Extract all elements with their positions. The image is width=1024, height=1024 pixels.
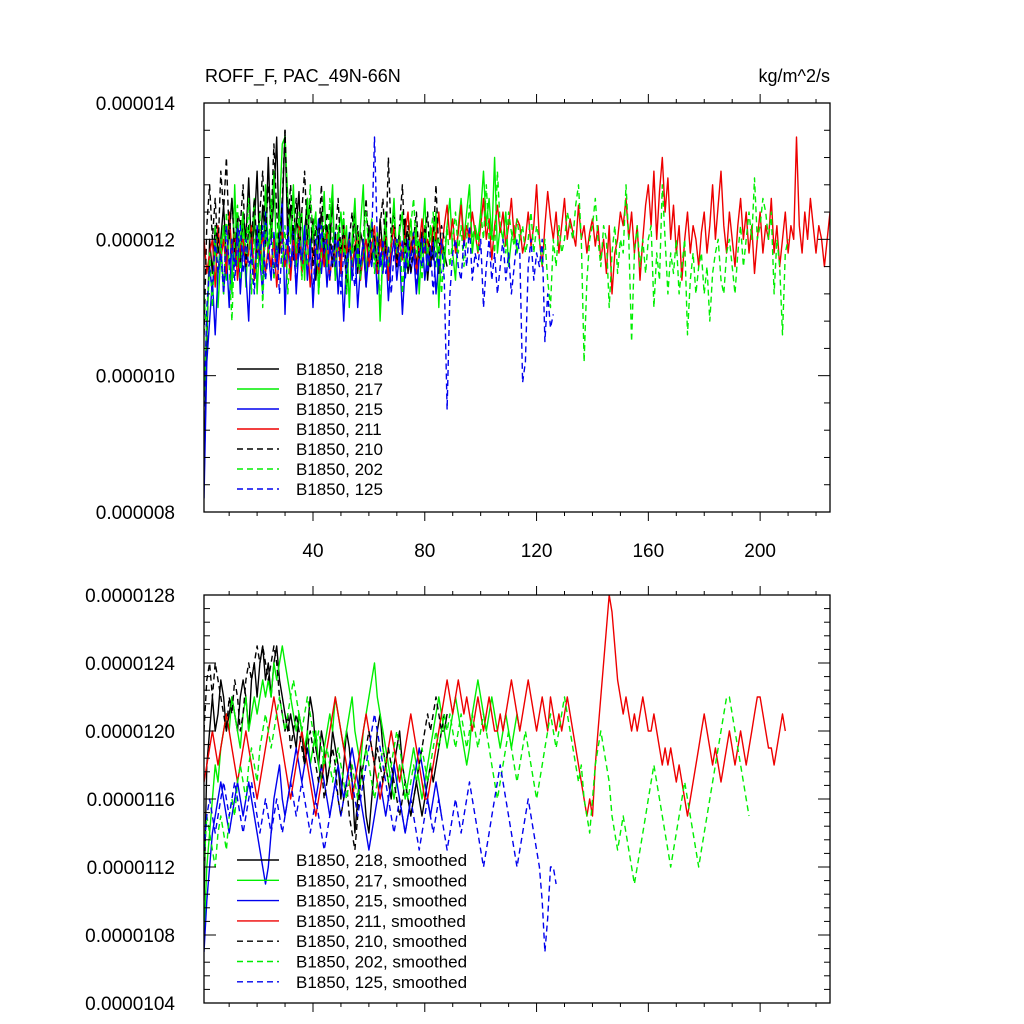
- y-tick-label: 0.000008: [96, 503, 175, 524]
- plot-area: [204, 129, 830, 499]
- x-tick-label: 120: [521, 541, 553, 562]
- y-tick-label: 0.000012: [96, 230, 175, 251]
- legend-label: B1850, 211, smoothed: [296, 912, 466, 931]
- legend-label: B1850, 217: [296, 380, 383, 399]
- legend-label: B1850, 125: [296, 480, 383, 499]
- legend-label: B1850, 210: [296, 440, 383, 459]
- y-tick-label: 0.0000108: [85, 926, 175, 947]
- top-title-left: ROFF_F, PAC_49N-66N: [205, 66, 401, 87]
- legend-label: B1850, 215: [296, 400, 383, 419]
- series-line-3: [204, 136, 830, 295]
- y-tick-label: 0.0000116: [87, 790, 175, 811]
- y-tick-label: 0.000014: [96, 94, 176, 115]
- plot-area: [204, 595, 786, 953]
- x-tick-label: 200: [744, 541, 776, 562]
- legend-label: B1850, 202: [296, 460, 383, 479]
- top-panel: ROFF_F, PAC_49N-66N kg/m^2/s 40 80 120 160 2…: [96, 66, 831, 562]
- series-line-4: [204, 645, 445, 851]
- x-tick-label: 80: [414, 541, 435, 562]
- bottom-panel: 0.0000104 0.0000108 0.0000112 0.0000116 0.00…: [85, 586, 831, 1015]
- y-tick-label: 0.0000104: [85, 994, 175, 1015]
- series-line-1: [204, 645, 521, 936]
- y-tick-label: 0.0000112: [87, 858, 175, 879]
- legend-label: B1850, 210, smoothed: [296, 932, 467, 951]
- legend-label: B1850, 218: [296, 360, 383, 379]
- legend-label: B1850, 217, smoothed: [296, 871, 467, 890]
- x-tick-label: 160: [632, 541, 664, 562]
- series-line-6: [204, 713, 557, 953]
- axes-frame: [203, 102, 831, 513]
- legend-label: B1850, 215, smoothed: [296, 892, 467, 911]
- series-line-4: [204, 129, 445, 335]
- y-tick-label: 0.0000128: [85, 586, 175, 607]
- legend-label: B1850, 202, smoothed: [296, 953, 467, 972]
- series-line-6: [204, 136, 554, 417]
- series-line-5: [204, 679, 750, 885]
- y-tick-label: 0.0000120: [85, 722, 175, 743]
- series-line-5: [204, 170, 789, 363]
- y-tick-label: 0.0000124: [85, 654, 175, 675]
- top-title-right: kg/m^2/s: [759, 66, 830, 86]
- legend-label: B1850, 218, smoothed: [296, 851, 467, 870]
- y-tick-label: 0.000010: [96, 367, 175, 388]
- x-tick-label: 40: [302, 541, 323, 562]
- series-line-3: [204, 595, 786, 817]
- legend-label: B1850, 211: [296, 420, 382, 439]
- legend-label: B1850, 125, smoothed: [296, 973, 467, 992]
- series-line-1: [204, 136, 521, 403]
